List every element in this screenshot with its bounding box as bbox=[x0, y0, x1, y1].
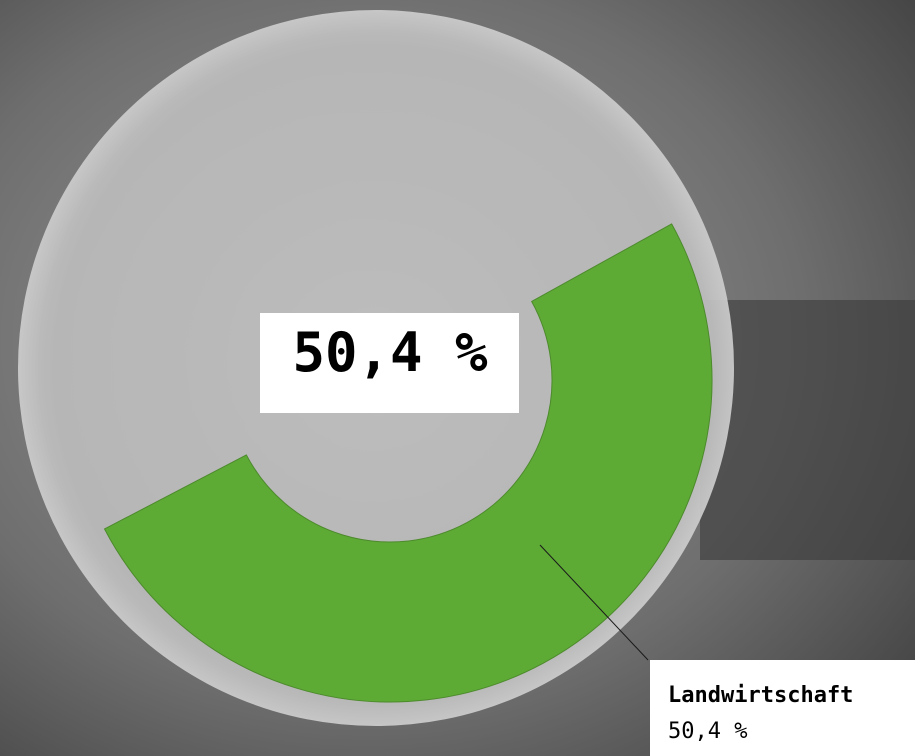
center-label: 50,4 % bbox=[292, 321, 488, 384]
page: 50,4 % Landwirtschaft 50,4 % (() => { co… bbox=[0, 0, 915, 756]
legend-label: Landwirtschaft bbox=[668, 683, 853, 708]
value-label: 50,4 % bbox=[668, 719, 747, 744]
chart: 50,4 % Landwirtschaft 50,4 % bbox=[0, 0, 915, 756]
